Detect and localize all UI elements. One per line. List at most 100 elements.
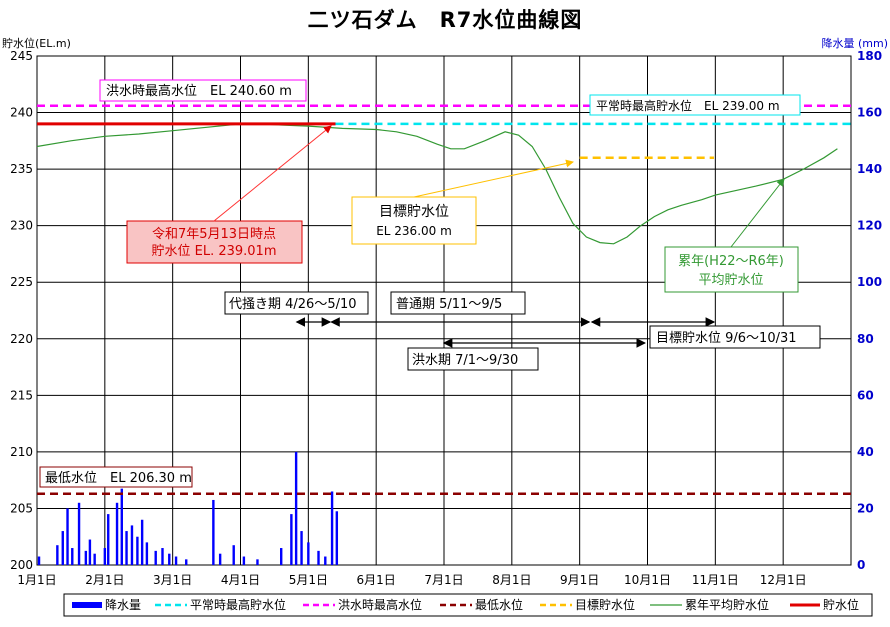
x-tick-label: 8月1日 (492, 573, 531, 587)
legend-target-label: 目標貯水位 (575, 597, 635, 612)
min-level-label: 最低水位 EL 206.30 m (45, 471, 192, 486)
precip-bar (317, 550, 320, 565)
x-tick-label: 6月1日 (357, 573, 396, 587)
normal-max-label-box (589, 94, 801, 116)
precip-bar (66, 508, 69, 565)
x-tick-label: 11月1日 (692, 573, 739, 587)
precip-bar (218, 553, 222, 565)
irrigation-period-box (224, 291, 369, 315)
target-callout-value: EL 236.00 m (376, 224, 452, 238)
precip-bar (56, 545, 59, 565)
x-tick-label: 3月1日 (153, 573, 192, 587)
left-tick-label: 210 (10, 445, 33, 459)
precip-bar (84, 550, 88, 565)
precip-bar (107, 514, 110, 565)
precip-bar (88, 539, 92, 565)
right-tick-label: 160 (857, 106, 882, 120)
precip-bar (140, 519, 144, 565)
left-tick-label: 215 (10, 388, 33, 402)
precip-bar (174, 556, 178, 565)
normal-period-label: 普通期 5/11～9/5 (396, 297, 502, 312)
precip-bar (294, 451, 298, 565)
left-tick-label: 245 (10, 49, 33, 63)
right-tick-label: 40 (857, 445, 874, 459)
precip-bar (330, 491, 334, 565)
target-period-label: 目標貯水位 9/6～10/31 (656, 331, 797, 346)
left-tick-label: 235 (10, 162, 33, 176)
flood-max-label-box (99, 79, 307, 102)
right-tick-label: 100 (857, 275, 882, 289)
x-tick-label: 5月1日 (289, 573, 328, 587)
normal-period-box (390, 291, 526, 315)
target-callout-title: 目標貯水位 (379, 204, 449, 220)
average-arrow (730, 178, 785, 248)
legend-average-label: 累年平均貯水位 (685, 597, 769, 612)
right-tick-label: 120 (857, 219, 882, 233)
x-tick-label: 2月1日 (85, 573, 124, 587)
precip-bar (168, 553, 171, 565)
right-tick-label: 180 (857, 49, 882, 63)
target-period-box (649, 325, 821, 349)
right-tick-label: 20 (857, 501, 874, 515)
precip-bar (154, 550, 157, 565)
x-tick-label: 4月1日 (221, 573, 260, 587)
legend-box (63, 593, 873, 617)
left-tick-label: 240 (10, 106, 33, 120)
left-tick-label: 200 (10, 558, 33, 572)
right-axis-label: 降水量 (mm) (821, 37, 888, 50)
precip-bar (71, 548, 74, 565)
precip-bar (125, 531, 128, 565)
precip-bar (280, 548, 283, 565)
current-level-value: 貯水位 EL. 239.01m (151, 244, 276, 259)
right-tick-label: 60 (857, 388, 874, 402)
flood-period-label: 洪水期 7/1～9/30 (412, 353, 518, 368)
flood-max-label: 洪水時最高水位 EL 240.60 m (106, 83, 292, 99)
chart-title: 二ツ石ダム R7水位曲線図 (307, 8, 583, 32)
precip-bar (290, 514, 293, 565)
current-level-date: 令和7年5月13日時点 (152, 227, 276, 242)
right-tick-label: 140 (857, 162, 882, 176)
precip-bar (335, 511, 339, 565)
flood-period-box (407, 347, 539, 371)
x-tick-label: 1月1日 (17, 573, 56, 587)
average-callout-box (664, 246, 799, 293)
precip-bar (37, 556, 41, 565)
precip-bar (103, 548, 107, 565)
current-level-arrow (213, 125, 332, 222)
precip-bar (242, 556, 246, 565)
precip-bar (161, 548, 164, 565)
precip-bar (256, 559, 259, 565)
target-arrow (413, 159, 574, 198)
x-tick-label: 12月1日 (760, 573, 807, 587)
precip-bar (136, 536, 139, 565)
precip-bar (324, 556, 327, 565)
average-callout-sub: 平均貯水位 (698, 273, 763, 288)
average-callout-title: 累年(H22～R6年) (678, 254, 784, 269)
right-tick-label: 80 (857, 332, 874, 346)
precip-bar (300, 531, 303, 565)
min-level-label-box (39, 466, 193, 488)
x-tick-label: 9月1日 (560, 573, 599, 587)
legend-flood-max-label: 洪水時最高水位 (338, 597, 422, 612)
left-tick-label: 220 (10, 332, 33, 346)
precip-bar (212, 499, 215, 565)
precip-bar (115, 502, 119, 565)
irrigation-period-label: 代掻き期 4/26～5/10 (229, 297, 357, 312)
left-tick-label: 205 (10, 501, 33, 515)
left-tick-label: 225 (10, 275, 33, 289)
precip-bar (93, 553, 96, 565)
current-level-callout-box (126, 220, 303, 264)
precip-bar (145, 542, 149, 565)
precip-bar (185, 559, 188, 565)
legend-precip-label: 降水量 (105, 598, 141, 612)
right-tick-label: 0 (857, 558, 865, 572)
precip-bar (307, 542, 310, 565)
target-callout-box (351, 196, 477, 245)
precip-bar (61, 531, 64, 565)
legend-normal-max-label: 平常時最高貯水位 (190, 597, 286, 612)
precip-bar (77, 502, 81, 565)
left-tick-label: 230 (10, 219, 33, 233)
legend-actual-label: 貯水位 (823, 597, 859, 612)
normal-max-label: 平常時最高貯水位 EL 239.00 m (596, 98, 780, 113)
